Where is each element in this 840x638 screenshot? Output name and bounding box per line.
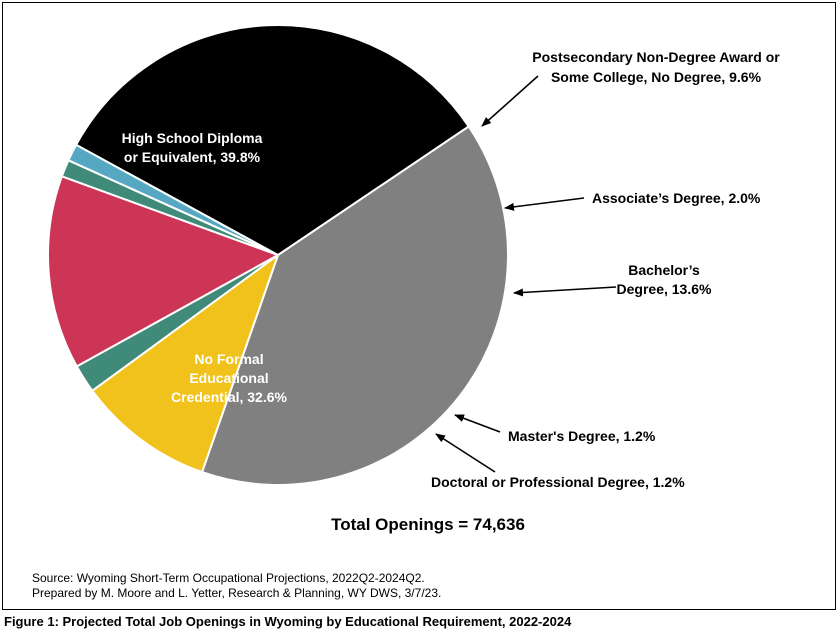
slice-label-associate-s-degree: Associate’s Degree, 2.0% — [592, 190, 761, 206]
slice-label-line: Some College, No Degree, 9.6% — [551, 69, 762, 85]
slice-label-line: Doctoral or Professional Degree, 1.2% — [431, 474, 685, 490]
slice-label-line: No Formal — [194, 351, 263, 367]
slice-label-no-formal-educational-credential: No Formal Educational Credential, 32.6% — [171, 351, 287, 405]
callout-arrow-bachelor-s-degree — [513, 286, 617, 297]
slice-label-high-school-diploma-or-equivalent: High School Diploma or Equivalent, 39.8% — [122, 130, 263, 165]
slice-label-postsecondary-non-degree-award-or-some-college-no-degree: Postsecondary Non-Degree Award or Some Co… — [532, 49, 780, 85]
slice-label-line: Educational — [189, 370, 268, 386]
slice-label-line: or Equivalent, 39.8% — [124, 149, 261, 165]
slice-label-line: Associate’s Degree, 2.0% — [592, 190, 761, 206]
callout-arrow-associate-s-degree — [504, 197, 585, 211]
pie-slice-bachelor-s-degree — [47, 175, 279, 368]
slice-label-master-s-degree: Master's Degree, 1.2% — [508, 428, 656, 444]
total-openings-label: Total Openings = 74,636 — [331, 515, 525, 534]
slice-label-bachelor-s-degree: Bachelor’s Degree, 13.6% — [617, 262, 712, 297]
slice-label-line: Postsecondary Non-Degree Award or — [532, 49, 780, 65]
slice-label-doctoral-or-professional-degree: Doctoral or Professional Degree, 1.2% — [431, 474, 685, 490]
source-line-2: Prepared by M. Moore and L. Yetter, Rese… — [32, 586, 441, 600]
callout-arrow-master-s-degree — [454, 414, 501, 433]
pie-slice-high-school-diploma-or-equivalent — [201, 125, 509, 486]
pie-slice-no-formal-educational-credential — [75, 24, 470, 256]
figure-caption: Figure 1: Projected Total Job Openings i… — [4, 614, 572, 629]
pie-slice-postsecondary-non-degree-award-or-some-college-no-degree — [91, 254, 279, 474]
slice-label-line: Credential, 32.6% — [171, 389, 287, 405]
slice-label-line: High School Diploma — [122, 130, 263, 146]
slice-label-line: Master's Degree, 1.2% — [508, 428, 656, 444]
source-line-1: Source: Wyoming Short-Term Occupational … — [32, 571, 425, 585]
pie-chart: High School Diploma or Equivalent, 39.8% P… — [32, 24, 780, 600]
callout-arrow-doctoral-or-professional-degree — [435, 433, 496, 473]
callout-arrow-postsecondary-non-degree-award-or-some-college-no-degree — [481, 75, 539, 127]
slice-label-line: Degree, 13.6% — [617, 281, 712, 297]
slice-label-line: Bachelor’s — [628, 262, 700, 278]
